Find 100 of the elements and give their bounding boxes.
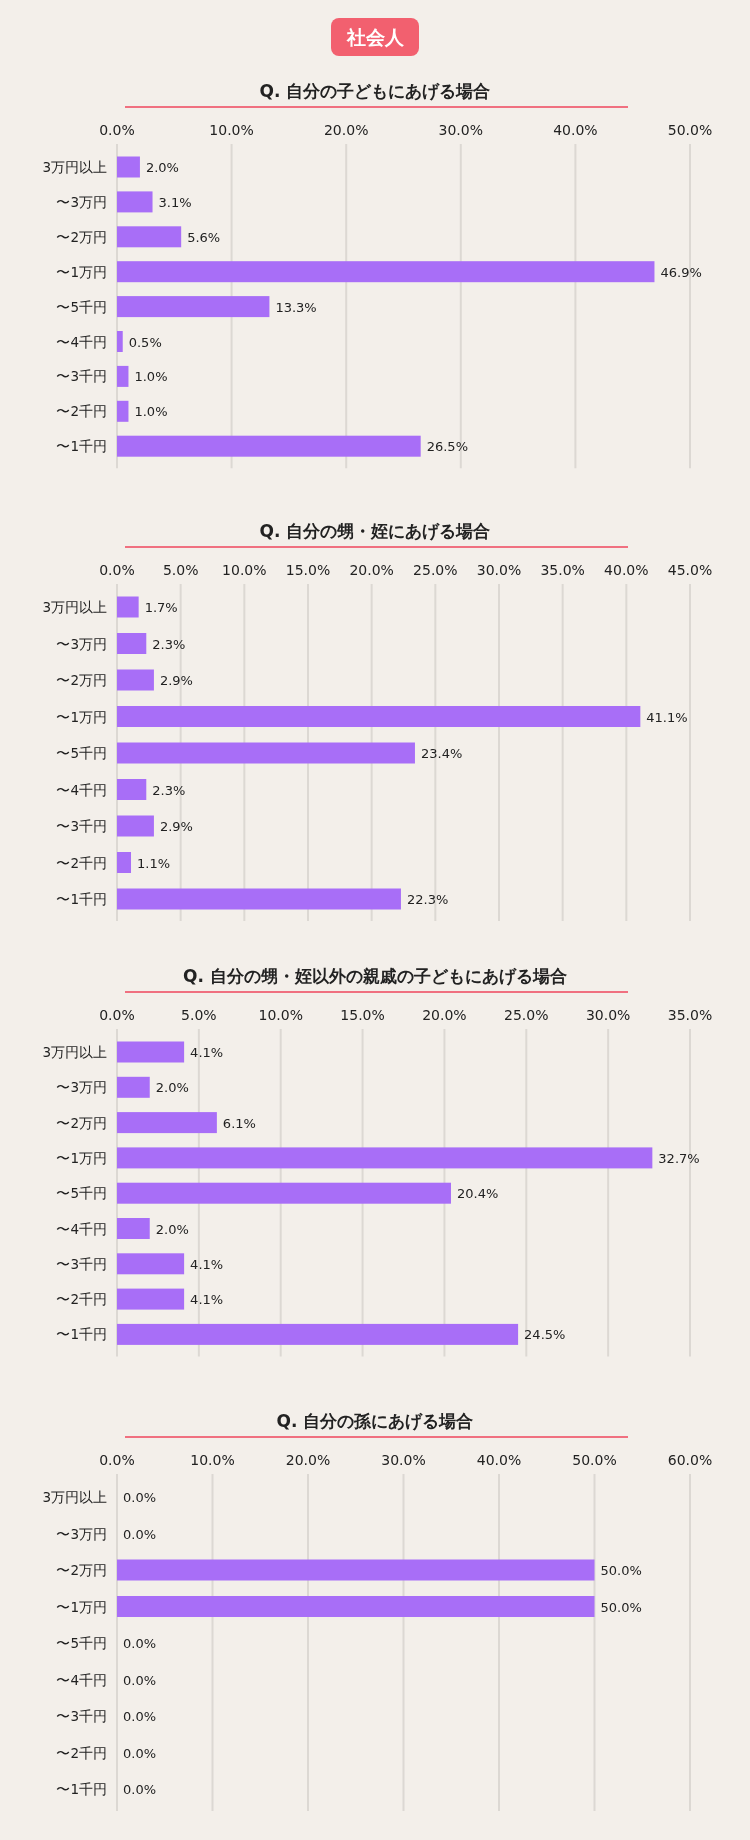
x-tick-label: 60.0% — [667, 1452, 713, 1468]
y-tick-label: 〜4千円 — [56, 333, 107, 350]
bar — [117, 706, 641, 727]
y-tick-label: 〜5千円 — [56, 1185, 107, 1202]
y-tick-label: 〜5千円 — [56, 1635, 107, 1651]
data-label: 1.7% — [144, 600, 178, 615]
data-label: 22.3% — [406, 892, 449, 907]
data-label: 41.1% — [646, 709, 688, 725]
data-label: 32.7% — [658, 1150, 700, 1166]
bar — [117, 1288, 185, 1310]
data-label: 2.3% — [152, 636, 186, 652]
data-label: 50.0% — [600, 1599, 642, 1615]
y-tick-label: 〜2万円 — [56, 1562, 107, 1578]
bar — [117, 400, 129, 422]
bar — [117, 261, 655, 283]
x-tick-label: 20.0% — [285, 1452, 331, 1468]
data-label: 2.3% — [152, 782, 186, 798]
bar — [117, 669, 154, 691]
bar — [117, 1112, 217, 1134]
bar — [117, 1323, 519, 1345]
data-label: 23.4% — [420, 746, 463, 761]
data-label: 0.0% — [123, 1782, 157, 1797]
x-tick-label: 50.0% — [667, 122, 713, 138]
bar — [117, 779, 147, 800]
x-tick-label: 0.0% — [99, 562, 135, 578]
data-label: 2.0% — [145, 160, 179, 175]
bar — [117, 888, 401, 910]
data-label: 2.9% — [159, 673, 193, 688]
y-tick-label: 〜3千円 — [56, 1708, 107, 1724]
bar — [117, 331, 123, 352]
y-tick-label: 〜1万円 — [56, 263, 107, 280]
y-tick-label: 〜1千円 — [56, 438, 107, 455]
y-tick-label: 〜1万円 — [56, 1149, 107, 1166]
bar — [117, 1147, 653, 1169]
y-tick-label: 〜2千円 — [56, 1744, 107, 1761]
y-tick-label: 3万円以上 — [42, 1044, 107, 1060]
bar — [117, 1041, 185, 1063]
y-tick-label: 〜4千円 — [56, 1671, 107, 1688]
x-tick-label: 30.0% — [438, 122, 484, 138]
bar — [117, 191, 153, 213]
data-label: 26.5% — [426, 439, 468, 455]
data-label: 0.5% — [128, 334, 162, 350]
data-label: 1.1% — [137, 855, 171, 871]
x-tick-label: 25.0% — [413, 562, 458, 578]
x-tick-label: 10.0% — [258, 1007, 303, 1023]
y-tick-label: 〜3万円 — [56, 1079, 107, 1096]
data-label: 0.0% — [123, 1745, 157, 1761]
y-tick-label: 3万円以上 — [42, 1489, 107, 1505]
data-label: 1.0% — [134, 404, 168, 420]
x-tick-label: 40.0% — [476, 1452, 522, 1468]
y-tick-label: 〜3万円 — [56, 635, 107, 652]
y-tick-label: 〜3千円 — [56, 368, 107, 385]
x-tick-label: 30.0% — [381, 1452, 426, 1468]
x-tick-label: 40.0% — [604, 562, 649, 578]
x-tick-label: 20.0% — [422, 1007, 467, 1023]
data-label: 2.0% — [155, 1080, 189, 1096]
bar — [117, 815, 154, 837]
y-tick-label: 〜1千円 — [56, 1326, 107, 1343]
y-tick-label: 〜1千円 — [56, 891, 107, 907]
x-tick-label: 10.0% — [222, 562, 267, 578]
bar — [117, 596, 139, 618]
y-tick-label: 〜2千円 — [56, 403, 107, 420]
data-label: 20.4% — [456, 1186, 499, 1202]
data-label: 2.0% — [155, 1221, 189, 1237]
bar — [117, 742, 415, 764]
y-tick-label: 3万円以上 — [42, 599, 107, 615]
y-tick-label: 3万円以上 — [42, 159, 107, 175]
data-label: 50.0% — [600, 1563, 642, 1578]
bar — [117, 633, 147, 654]
x-tick-label: 5.0% — [162, 562, 199, 578]
x-tick-label: 10.0% — [209, 122, 254, 138]
y-tick-label: 〜2万円 — [56, 228, 107, 245]
bar — [117, 226, 182, 248]
x-tick-label: 40.0% — [553, 122, 598, 138]
x-tick-label: 35.0% — [667, 1007, 713, 1023]
x-tick-label: 15.0% — [340, 1007, 385, 1023]
y-tick-label: 〜4千円 — [56, 781, 107, 798]
data-label: 0.0% — [123, 1672, 157, 1688]
y-tick-label: 〜3千円 — [56, 1255, 107, 1272]
bar — [117, 365, 129, 387]
bar — [117, 296, 270, 318]
data-label: 4.1% — [190, 1045, 224, 1060]
chart-title: Q. 自分の甥・姪以外の親戚の子どもにあげる場合 — [183, 966, 567, 986]
data-label: 24.5% — [524, 1327, 566, 1343]
x-tick-label: 35.0% — [540, 562, 585, 578]
x-tick-label: 30.0% — [585, 1007, 631, 1023]
data-label: 0.0% — [123, 1490, 157, 1505]
x-tick-label: 30.0% — [476, 562, 522, 578]
chart-title: Q. 自分の甥・姪にあげる場合 — [259, 521, 491, 541]
y-tick-label: 〜3万円 — [56, 193, 107, 210]
y-tick-label: 〜5千円 — [56, 298, 107, 315]
chart-title: Q. 自分の子どもにあげる場合 — [259, 81, 491, 101]
data-label: 46.9% — [660, 264, 702, 280]
data-label: 1.0% — [134, 369, 168, 385]
data-label: 13.3% — [275, 299, 317, 315]
data-label: 0.0% — [123, 1526, 157, 1542]
y-tick-label: 〜2千円 — [56, 854, 107, 871]
x-tick-label: 20.0% — [349, 562, 394, 578]
y-tick-label: 〜1万円 — [56, 708, 107, 725]
x-tick-label: 50.0% — [572, 1452, 617, 1468]
